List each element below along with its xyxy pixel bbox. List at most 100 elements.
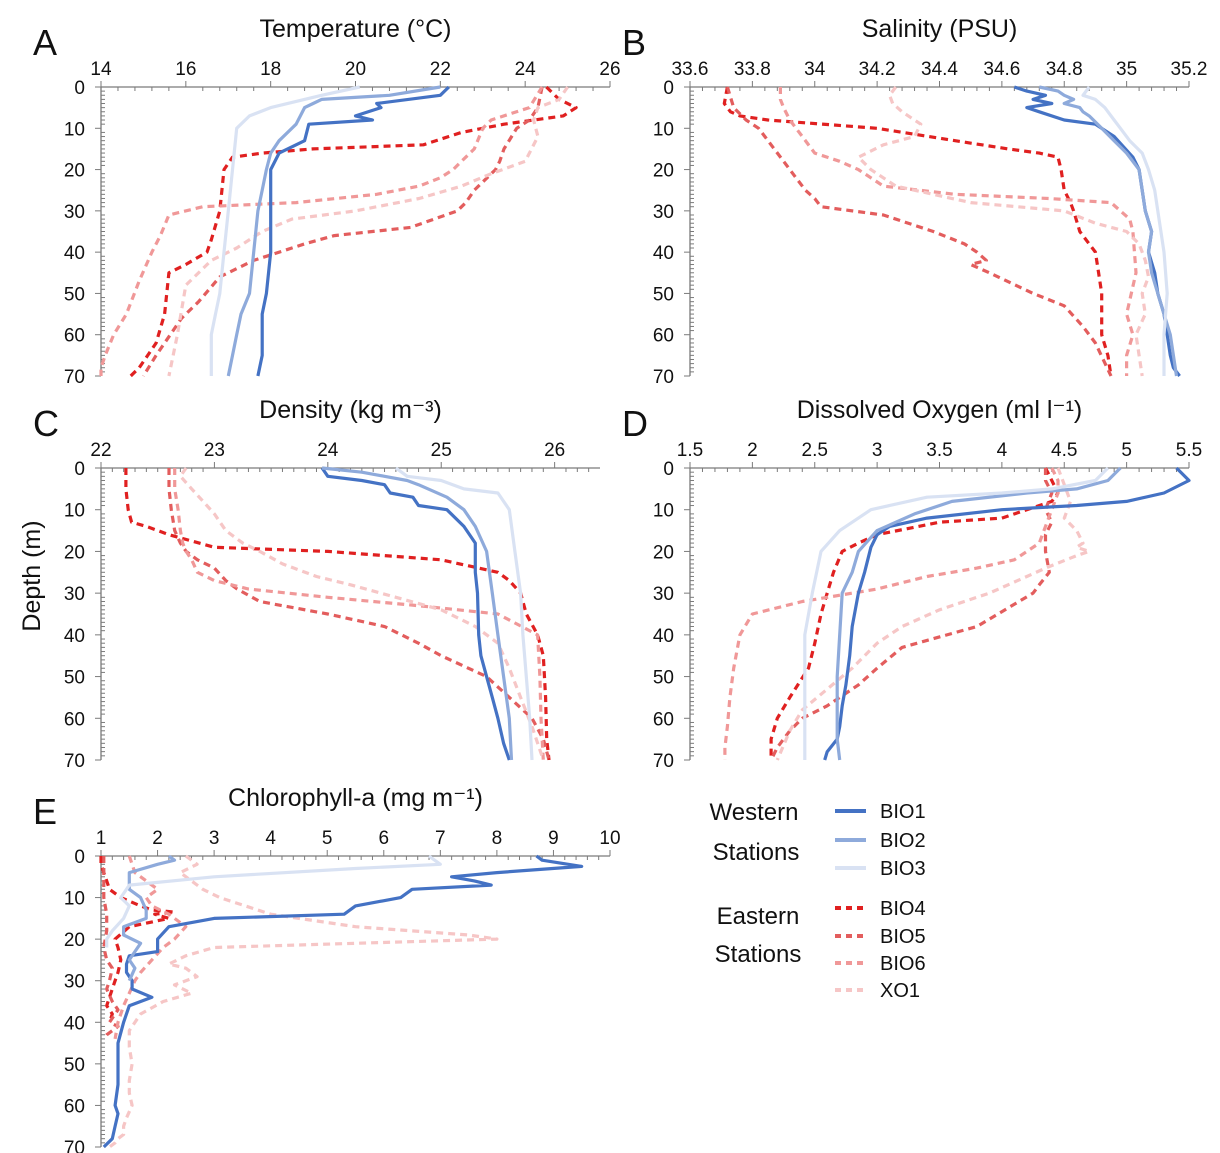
x-tick-label: 5	[1121, 440, 1132, 461]
series-line-bio2	[122, 854, 177, 982]
series-line-bio4	[99, 856, 177, 1023]
series-line-bio4	[124, 468, 551, 761]
y-tick-label: 0	[663, 459, 674, 480]
x-tick-label: 2	[747, 440, 758, 461]
x-tick-label: 34.6	[983, 59, 1020, 80]
series-line-bio1	[823, 466, 1191, 761]
legend-label-bio2: BIO2	[880, 830, 926, 852]
series-line-bio1	[256, 85, 450, 377]
panel-letter: A	[33, 22, 57, 63]
legend: Western Stations Eastern Stations BIO1 B…	[710, 799, 926, 1002]
x-tick-label: 24	[317, 440, 339, 461]
series-line-bio1	[320, 467, 511, 761]
x-tick-label: 5	[322, 828, 333, 849]
y-tick-label: 50	[64, 1055, 85, 1076]
y-tick-label: 30	[653, 584, 674, 605]
series-line-bio4	[129, 85, 578, 378]
y-tick-label: 30	[64, 972, 85, 993]
series-line-bio3	[209, 85, 361, 376]
y-tick-label: 60	[64, 326, 85, 347]
x-tick-label: 9	[548, 828, 559, 849]
series-group	[722, 85, 1181, 377]
panel-c: C Density (kg m⁻³) 22 23 24 25 26 0 10 20 30 40 50 60…	[33, 396, 600, 772]
y-tick-label: 50	[653, 284, 674, 305]
y-tick-label: 0	[74, 847, 85, 868]
x-tick-label: 33.6	[672, 59, 709, 80]
series-line-bio6	[723, 467, 1060, 760]
series-line-bio3	[394, 466, 534, 761]
series-line-bio4	[722, 86, 1113, 377]
series-line-bio2	[835, 466, 1122, 761]
panel-e: E Chlorophyll-a (mg m⁻¹) 1 2 3 4 5 6 7 8 9 10 0 10 20 3…	[33, 784, 621, 1153]
series-line-bio5	[769, 468, 1054, 761]
legend-label-bio6: BIO6	[880, 953, 926, 975]
series-line-xo1	[108, 854, 499, 1149]
x-tick-label: 6	[378, 828, 389, 849]
x-tick-label: 34.2	[859, 59, 896, 80]
series-group	[124, 466, 551, 761]
x-tick-label: 34.8	[1046, 59, 1083, 80]
series-line-bio3	[105, 854, 442, 948]
series-line-xo1	[167, 86, 569, 377]
legend-group-eastern-line1: Eastern	[717, 903, 800, 930]
series-line-bio2	[1038, 85, 1179, 377]
legend-group-eastern-line2: Stations	[715, 941, 802, 968]
y-tick-label: 40	[653, 243, 674, 264]
x-tick-label: 1.5	[677, 440, 703, 461]
x-tick-label: 3.5	[926, 440, 952, 461]
y-tick-label: 30	[653, 202, 674, 223]
legend-label-bio5: BIO5	[880, 926, 926, 948]
x-tick-label: 26	[544, 440, 565, 461]
panel-title: Density (kg m⁻³)	[259, 396, 442, 424]
y-tick-label: 0	[74, 459, 85, 480]
series-line-bio5	[725, 86, 1113, 377]
y-tick-label: 50	[653, 668, 674, 689]
series-line-bio2	[226, 85, 441, 377]
x-tick-label: 4.5	[1051, 440, 1077, 461]
y-tick-label: 70	[653, 367, 674, 388]
panel-a: A Temperature (°C) 14 16 18 20 22 24 26 0 10 20 30 40…	[33, 15, 621, 388]
y-tick-label: 20	[653, 161, 674, 182]
x-tick-label: 34	[804, 59, 826, 80]
x-tick-label: 22	[90, 440, 111, 461]
y-tick-label: 0	[663, 78, 674, 99]
y-tick-label: 10	[653, 501, 674, 522]
panel-b: B Salinity (PSU) 33.6 33.8 34 34.2 34.4 34.6 34.…	[622, 15, 1207, 388]
x-tick-label: 33.8	[734, 59, 771, 80]
x-tick-label: 34.4	[921, 59, 958, 80]
panel-letter: E	[33, 791, 57, 832]
x-tick-label: 2.5	[802, 440, 828, 461]
panel-d: D Dissolved Oxygen (ml l⁻¹) 1.5 2 2.5 3 3.5 4 4.…	[622, 396, 1202, 772]
x-tick-label: 16	[175, 59, 196, 80]
series-line-bio6	[99, 86, 544, 376]
x-tick-label: 24	[515, 59, 537, 80]
x-tick-label: 23	[204, 440, 225, 461]
series-line-xo1	[178, 467, 545, 761]
y-tick-label: 40	[653, 626, 674, 647]
y-tick-label: 50	[64, 668, 85, 689]
y-tick-label: 70	[653, 751, 674, 772]
legend-label-bio4: BIO4	[880, 898, 926, 920]
panels: A Temperature (°C)14 16 18 20 22 24 26010203040…	[33, 15, 1207, 1153]
series-line-xo1	[775, 467, 1091, 761]
x-tick-label: 20	[345, 59, 366, 80]
x-tick-label: 35	[1116, 59, 1137, 80]
series-group	[99, 85, 578, 378]
legend-label-xo1: XO1	[880, 980, 920, 1002]
y-tick-label: 30	[64, 584, 85, 605]
x-tick-label: 35.2	[1171, 59, 1208, 80]
y-tick-label: 0	[74, 78, 85, 99]
y-tick-label: 30	[64, 202, 85, 223]
legend-group-western-line1: Western	[710, 799, 799, 826]
panel-letter: B	[622, 22, 646, 63]
series-line-bio6	[778, 87, 1138, 376]
x-tick-label: 4	[997, 440, 1008, 461]
series-line-bio3	[1081, 86, 1169, 376]
x-tick-label: 4	[265, 828, 276, 849]
legend-label-bio1: BIO1	[880, 801, 926, 823]
panel-letter: D	[622, 403, 648, 444]
x-tick-label: 1	[96, 828, 107, 849]
legend-label-bio3: BIO3	[880, 858, 926, 880]
series-line-bio5	[167, 468, 551, 761]
